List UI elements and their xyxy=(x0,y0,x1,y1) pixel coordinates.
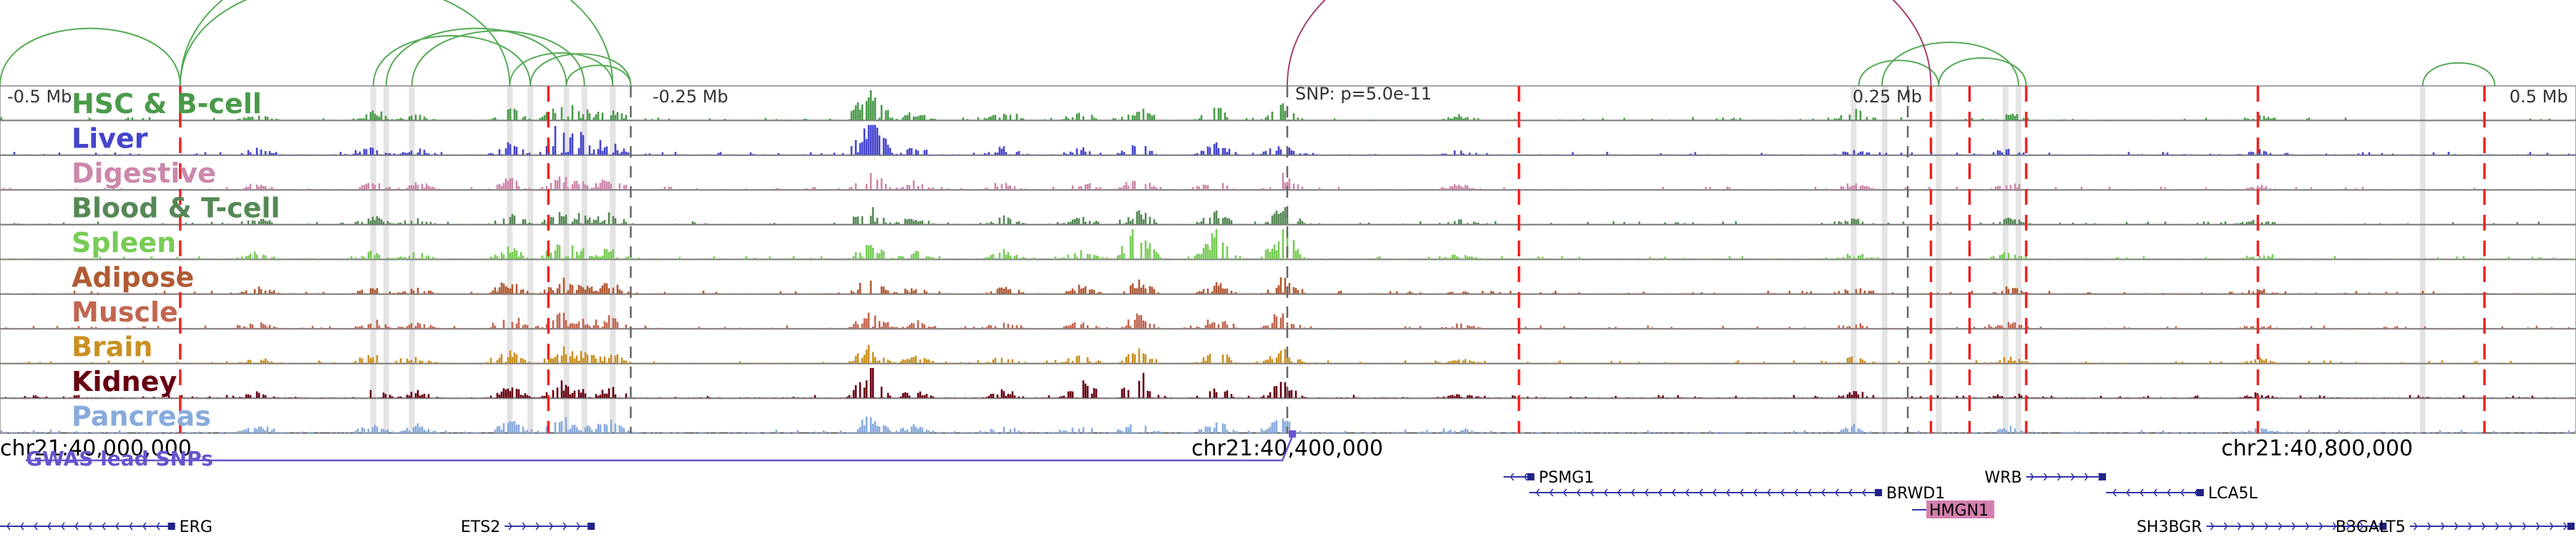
gene-label-0: ERG xyxy=(180,518,213,536)
track-signal-9 xyxy=(0,416,2576,433)
gene-strand-arrows-5 xyxy=(2030,473,2102,481)
track-label-2: Digestive xyxy=(72,158,216,189)
gene-label-3: BRWD1 xyxy=(1886,485,1945,503)
track-label-0: HSC & B-cell xyxy=(72,88,262,120)
gene-strand-arrows-1 xyxy=(508,522,581,531)
gene-b3galt5: B3GALT5 xyxy=(2336,518,2575,536)
gene-strand-arrows-7 xyxy=(2210,522,2378,531)
gene-exon-3 xyxy=(1875,489,1883,496)
gene-exon-1 xyxy=(587,523,595,530)
track-label-5: Adipose xyxy=(72,262,194,294)
track-label-3: Blood & T-cell xyxy=(72,193,280,224)
scale-label-mid-left: -0.25 Mb xyxy=(653,87,728,107)
gene-erg: ERG xyxy=(0,518,213,536)
gene-exon-5 xyxy=(2099,473,2107,480)
gene-brwd1: BRWD1 xyxy=(1529,485,1945,503)
gene-lca5l: LCA5L xyxy=(2106,485,2258,503)
gene-exon-7 xyxy=(2379,523,2387,530)
track-label-9: Pancreas xyxy=(72,401,211,432)
green-arc-1 xyxy=(179,0,511,87)
green-arc-9 xyxy=(1858,59,1940,87)
scale-label-mid-right: 0.25 Mb xyxy=(1853,87,1922,107)
green-arc-5 xyxy=(411,30,585,87)
gene-highlight-4 xyxy=(1926,500,1995,518)
green-arc-10 xyxy=(1881,42,2019,87)
gene-wrb: WRB xyxy=(1984,469,2107,487)
track-signal-8 xyxy=(2,368,2576,399)
gene-label-2: PSMG1 xyxy=(1538,469,1594,487)
variant-dash-lines xyxy=(179,86,2486,433)
coordinate-label-0: chr21:40,000,000 xyxy=(0,436,192,461)
gene-label-6: LCA5L xyxy=(2208,485,2258,503)
green-arc-6 xyxy=(509,52,614,87)
purple-arc-0 xyxy=(1287,0,1932,87)
gene-hmgn1: HMGN1 xyxy=(1912,500,1995,520)
snp-annotation: SNP: p=5.0e-11 xyxy=(1295,84,1432,104)
green-arc-4 xyxy=(385,27,567,87)
gene-label-5: WRB xyxy=(1984,469,2021,487)
coordinate-labels: chr21:40,000,000 chr21:40,400,000 chr21:40… xyxy=(0,436,2413,461)
track-label-1: Liver xyxy=(72,123,148,155)
green-arc-3 xyxy=(372,35,532,87)
chromatin-loop-arcs xyxy=(0,0,2496,87)
gene-strand-arrows-3 xyxy=(1536,488,1880,497)
gene-label-4: HMGN1 xyxy=(1929,502,1989,520)
green-arc-7 xyxy=(530,53,632,87)
gene-exon-8 xyxy=(2567,523,2575,530)
track-label-8: Kidney xyxy=(72,366,177,397)
signal-tracks xyxy=(0,85,2576,434)
gene-label-1: ETS2 xyxy=(461,518,500,536)
gwas-track-label: GWAS lead SNPs xyxy=(26,447,213,470)
gene-psmg1: PSMG1 xyxy=(1503,469,1594,487)
track-label-7: Brain xyxy=(72,332,152,363)
gene-label-8: B3GALT5 xyxy=(2336,518,2406,536)
gwas-track: GWAS lead SNPs xyxy=(26,430,1297,470)
green-arc-11 xyxy=(1938,57,2027,87)
gene-strand-arrows-6 xyxy=(2112,488,2198,497)
gene-exon-6 xyxy=(2196,489,2204,496)
gwas-snp-line xyxy=(26,435,1294,462)
gwas-snp-marker xyxy=(1289,430,1297,437)
gene-sh3bgr: SH3BGR xyxy=(2137,518,2387,536)
green-arc-8 xyxy=(565,64,632,87)
track-signal-6 xyxy=(2,312,2576,329)
gene-exon-0 xyxy=(167,523,175,530)
track-label-6: Muscle xyxy=(72,296,178,328)
gene-strand-arrows-8 xyxy=(2414,522,2567,531)
gene-strand-arrows-2 xyxy=(1510,473,1528,481)
green-arc-12 xyxy=(2421,62,2496,87)
track-label-4: Spleen xyxy=(72,227,176,258)
gene-strand-arrows-0 xyxy=(6,522,174,531)
gene-ets2: ETS2 xyxy=(461,518,595,536)
coordinate-label-2: chr21:40,800,000 xyxy=(2221,436,2413,461)
scale-label-right: 0.5 Mb xyxy=(2509,87,2568,107)
gene-exon-2 xyxy=(1527,473,1535,480)
scale-label-left: -0.5 Mb xyxy=(7,87,72,107)
gene-label-7: SH3BGR xyxy=(2137,518,2202,536)
scale-labels: -0.5 Mb -0.25 Mb 0.25 Mb 0.5 Mb SNP: p=5… xyxy=(7,84,2568,107)
green-arc-2 xyxy=(179,0,614,87)
green-arc-0 xyxy=(0,27,181,87)
